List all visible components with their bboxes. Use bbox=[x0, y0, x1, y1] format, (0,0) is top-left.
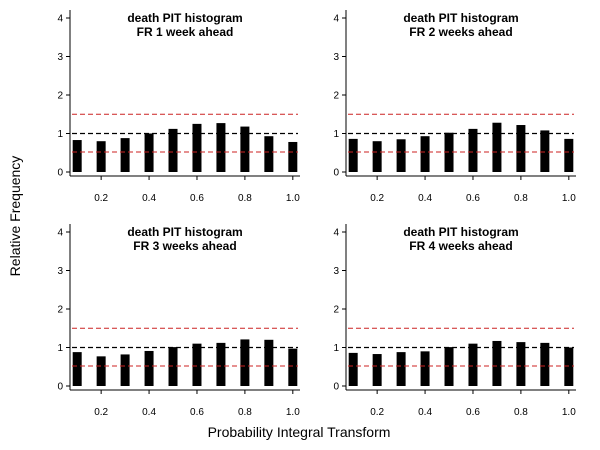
panel-2-bar bbox=[564, 138, 574, 172]
panel-3-x-tick-label: 0.6 bbox=[190, 407, 204, 418]
panel-3-bar bbox=[72, 352, 82, 386]
panel-2-x-tick-label: 0.2 bbox=[370, 193, 384, 204]
panel-2-bar bbox=[540, 130, 550, 172]
panel-4-bar bbox=[468, 343, 478, 386]
panel-1-x-tick-label: 0.4 bbox=[142, 193, 156, 204]
panel-3-y-tick-label: 4 bbox=[57, 228, 63, 239]
panel-3-bar bbox=[120, 354, 130, 386]
panel-1-y-tick-label: 1 bbox=[57, 129, 63, 140]
panel-1-bar bbox=[120, 138, 130, 172]
panel-4-bar bbox=[348, 352, 358, 386]
panel-3-subtitle: FR 3 weeks ahead bbox=[133, 239, 236, 253]
panel-1-x-tick-label: 0.6 bbox=[190, 193, 204, 204]
panel-2-bar bbox=[468, 128, 478, 172]
panel-2-title: death PIT histogram bbox=[403, 11, 518, 25]
panel-2-bar bbox=[372, 141, 382, 172]
panel-1-bar bbox=[192, 123, 202, 172]
panel-1-bar bbox=[240, 126, 250, 172]
panel-1-x-tick-label: 1.0 bbox=[286, 193, 300, 204]
panel-3-bar bbox=[144, 350, 154, 386]
panel-3-x-tick-label: 1.0 bbox=[286, 407, 300, 418]
panel-2-x-tick-label: 0.4 bbox=[418, 193, 432, 204]
panel-2-bar bbox=[492, 122, 502, 172]
panel-4-y-tick-label: 3 bbox=[333, 266, 339, 277]
panel-2-x-tick-label: 1.0 bbox=[562, 193, 576, 204]
panel-4-subtitle: FR 4 weeks ahead bbox=[409, 239, 512, 253]
panel-4-y-tick-label: 2 bbox=[333, 305, 339, 316]
panel-2-y-tick-label: 1 bbox=[333, 129, 339, 140]
panel-3-y-tick-label: 1 bbox=[57, 343, 63, 354]
panel-1-y-tick-label: 3 bbox=[57, 52, 63, 63]
panel-4-bar bbox=[420, 351, 430, 386]
panel-3-bar bbox=[216, 342, 226, 386]
panel-4-bar bbox=[564, 347, 574, 386]
panel-3-bar bbox=[264, 339, 274, 386]
panel-2-subtitle: FR 2 weeks ahead bbox=[409, 25, 512, 39]
panel-3-y-tick-label: 3 bbox=[57, 266, 63, 277]
panel-4-x-tick-label: 0.2 bbox=[370, 407, 384, 418]
panel-4-bar bbox=[396, 352, 406, 386]
panel-4-y-tick-label: 1 bbox=[333, 343, 339, 354]
panel-1-bar bbox=[264, 136, 274, 172]
panel-1-bar bbox=[96, 141, 106, 172]
panel-4-y-tick-label: 0 bbox=[333, 382, 339, 393]
panel-3-title: death PIT histogram bbox=[127, 225, 242, 239]
panel-2-bar bbox=[444, 132, 454, 172]
panel-2-y-tick-label: 2 bbox=[333, 91, 339, 102]
panel-4-bar bbox=[492, 340, 502, 386]
panel-1-y-tick-label: 4 bbox=[57, 14, 63, 25]
panel-4-y-tick-label: 4 bbox=[333, 228, 339, 239]
panel-2-bar bbox=[516, 125, 526, 172]
panel-3-y-tick-label: 2 bbox=[57, 305, 63, 316]
panel-3-bar bbox=[192, 343, 202, 386]
panel-4-bar bbox=[516, 342, 526, 386]
panel-1-x-tick-label: 0.8 bbox=[238, 193, 252, 204]
panel-3-bar bbox=[240, 339, 250, 386]
panel-1-bar bbox=[72, 140, 82, 172]
panel-4-x-tick-label: 0.8 bbox=[514, 407, 528, 418]
x-axis-label: Probability Integral Transform bbox=[208, 424, 391, 440]
panel-4-bar bbox=[444, 347, 454, 386]
panel-3-bar bbox=[168, 347, 178, 386]
panel-2-x-tick-label: 0.6 bbox=[466, 193, 480, 204]
panel-3-x-tick-label: 0.8 bbox=[238, 407, 252, 418]
panel-2-y-tick-label: 0 bbox=[333, 168, 339, 179]
panel-2-bar bbox=[348, 138, 358, 172]
panel-1-title: death PIT histogram bbox=[127, 11, 242, 25]
panel-4-x-tick-label: 0.4 bbox=[418, 407, 432, 418]
panel-1-bar bbox=[216, 123, 226, 172]
panel-2-y-tick-label: 4 bbox=[333, 14, 339, 25]
panel-2-bar bbox=[396, 139, 406, 172]
panel-1-y-tick-label: 2 bbox=[57, 91, 63, 102]
panel-1-bar bbox=[288, 141, 298, 172]
y-axis-label: Relative Frequency bbox=[7, 156, 23, 277]
panel-1-subtitle: FR 1 week ahead bbox=[137, 25, 234, 39]
panel-3-bar bbox=[288, 348, 298, 386]
panel-3-bar bbox=[96, 356, 106, 386]
panel-4-x-tick-label: 0.6 bbox=[466, 407, 480, 418]
panel-1-x-tick-label: 0.2 bbox=[94, 193, 108, 204]
panel-3-x-tick-label: 0.2 bbox=[94, 407, 108, 418]
panel-2-x-tick-label: 0.8 bbox=[514, 193, 528, 204]
panel-1-y-tick-label: 0 bbox=[57, 168, 63, 179]
panel-4-bar bbox=[372, 354, 382, 386]
panel-1-bar bbox=[168, 128, 178, 172]
panel-4-bar bbox=[540, 342, 550, 386]
panel-4-x-tick-label: 1.0 bbox=[562, 407, 576, 418]
panel-4-title: death PIT histogram bbox=[403, 225, 518, 239]
panel-3-y-tick-label: 0 bbox=[57, 382, 63, 393]
panel-2-y-tick-label: 3 bbox=[333, 52, 339, 63]
panel-2-bar bbox=[420, 136, 430, 172]
panel-3-x-tick-label: 0.4 bbox=[142, 407, 156, 418]
panel-1-bar bbox=[144, 133, 154, 172]
